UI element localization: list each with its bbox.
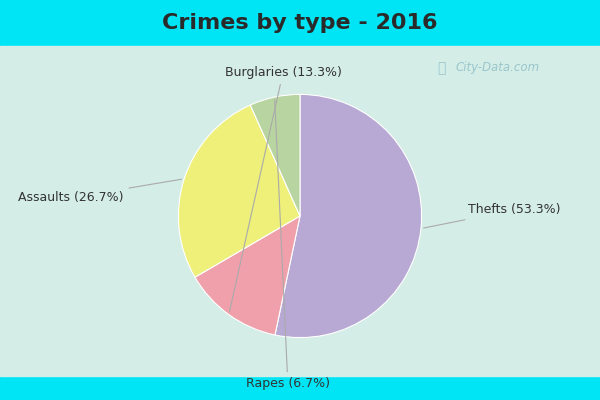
Text: Burglaries (13.3%): Burglaries (13.3%) — [224, 66, 341, 312]
Text: ⓘ: ⓘ — [437, 61, 445, 75]
Text: Assaults (26.7%): Assaults (26.7%) — [18, 179, 181, 204]
Text: Rapes (6.7%): Rapes (6.7%) — [246, 100, 330, 390]
Wedge shape — [250, 94, 300, 216]
Text: Crimes by type - 2016: Crimes by type - 2016 — [162, 13, 438, 33]
Wedge shape — [178, 105, 300, 277]
Bar — [0, 46, 600, 376]
Text: City-Data.com: City-Data.com — [456, 62, 540, 74]
Wedge shape — [195, 216, 300, 335]
Wedge shape — [275, 94, 422, 338]
Text: Thefts (53.3%): Thefts (53.3%) — [424, 204, 560, 228]
